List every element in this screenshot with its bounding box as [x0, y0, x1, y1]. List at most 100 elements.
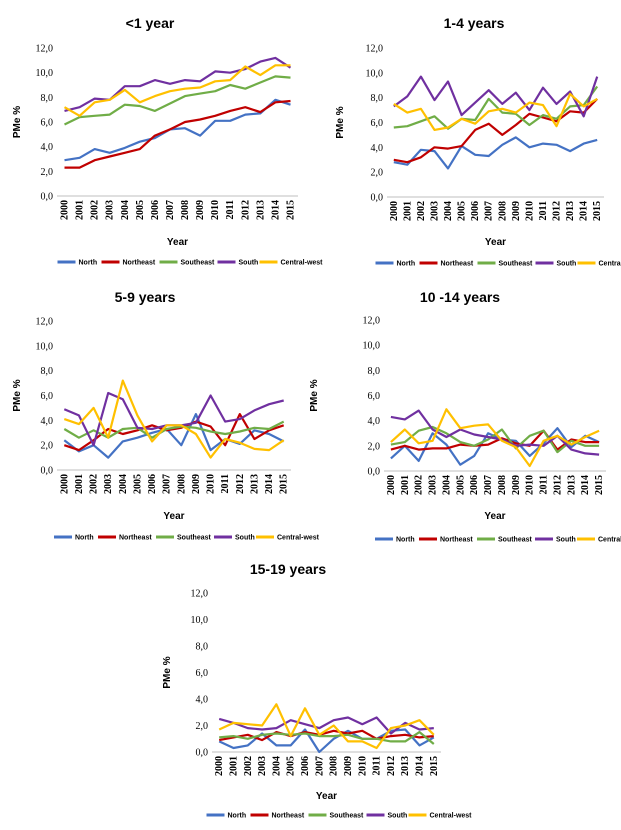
- x-tick-label: 2015: [279, 474, 290, 494]
- y-tick-label: 4,0: [41, 142, 54, 153]
- x-tick-label: 2011: [225, 200, 236, 219]
- y-tick-label: 12,0: [36, 317, 54, 328]
- y-tick-label: 10,0: [36, 341, 54, 352]
- series-line-central-west: [393, 92, 598, 131]
- chart-title: <1 year: [126, 15, 175, 31]
- y-tick-label: 12,0: [366, 44, 384, 55]
- x-tick-label: 2011: [372, 756, 383, 775]
- x-tick-label: 2000: [386, 475, 397, 495]
- y-tick-label: 2,0: [41, 167, 54, 178]
- x-tick-label: 2014: [579, 201, 590, 221]
- x-tick-label: 2003: [428, 475, 439, 495]
- chart-title: 10 -14 years: [420, 289, 500, 305]
- y-tick-label: 10,0: [363, 341, 381, 352]
- x-tick-label: 2007: [484, 201, 495, 221]
- x-tick-label: 2013: [400, 756, 411, 776]
- x-tick-label: 2001: [228, 756, 239, 776]
- x-tick-label: 2015: [594, 475, 605, 495]
- x-tick-label: 2004: [120, 200, 131, 220]
- x-tick-label: 2004: [118, 474, 129, 494]
- x-tick-label: 2007: [314, 756, 325, 776]
- x-tick-label: 2009: [511, 475, 522, 495]
- x-tick-label: 2002: [243, 756, 254, 776]
- x-tick-label: 2014: [264, 474, 275, 494]
- x-tick-label: 2007: [483, 475, 494, 495]
- legend-label: Northeast: [123, 260, 156, 267]
- x-axis-label: Year: [316, 791, 337, 802]
- legend-label: South: [239, 260, 259, 267]
- y-tick-label: 10,0: [191, 615, 209, 626]
- y-axis-label: PMe %: [335, 106, 346, 138]
- x-tick-label: 2005: [132, 474, 143, 494]
- x-tick-label: 2015: [592, 201, 603, 221]
- x-tick-label: 2012: [386, 756, 397, 776]
- legend-label: Southeast: [330, 813, 365, 820]
- x-axis-label: Year: [163, 511, 184, 522]
- legend-label: Southeast: [181, 260, 216, 267]
- y-tick-label: 8,0: [371, 93, 384, 104]
- x-tick-label: 2000: [214, 756, 225, 776]
- y-tick-label: 2,0: [196, 721, 209, 732]
- x-tick-label: 2008: [497, 201, 508, 221]
- legend-label: Central-west: [277, 535, 320, 542]
- x-tick-label: 2005: [286, 756, 297, 776]
- y-tick-label: 0,0: [41, 192, 54, 203]
- x-tick-label: 2006: [300, 756, 311, 776]
- legend-label: North: [397, 261, 416, 268]
- x-tick-label: 2000: [389, 201, 400, 221]
- legend-label: Southeast: [499, 261, 534, 268]
- y-tick-label: 2,0: [41, 441, 54, 452]
- y-tick-label: 6,0: [371, 118, 384, 129]
- legend-label: South: [388, 813, 408, 820]
- x-tick-label: 2010: [525, 475, 536, 495]
- x-tick-label: 2012: [552, 201, 563, 221]
- y-tick-label: 10,0: [366, 68, 384, 79]
- x-tick-label: 2000: [60, 200, 71, 220]
- x-tick-label: 2015: [285, 200, 296, 220]
- x-tick-label: 2013: [249, 474, 260, 494]
- series-line-southeast: [64, 75, 291, 126]
- x-tick-label: 2002: [414, 475, 425, 495]
- series-line-central-west: [390, 408, 600, 468]
- x-tick-label: 2003: [429, 201, 440, 221]
- x-tick-label: 2009: [343, 756, 354, 776]
- y-axis-label: PMe %: [12, 379, 23, 411]
- series-line-central-west: [63, 64, 291, 117]
- x-tick-label: 2011: [220, 474, 231, 493]
- x-tick-label: 2002: [416, 201, 427, 221]
- chart-2: 1-4 years 0,0 2,0 4,0 6,0 8,0 10,0 12,0 2000 2001…: [335, 15, 621, 268]
- legend-label: North: [228, 813, 247, 820]
- series-line-central-west: [218, 703, 435, 750]
- legend-label: Southeast: [498, 537, 533, 544]
- x-tick-label: 2013: [566, 475, 577, 495]
- series-line-south: [218, 716, 434, 735]
- legend-label: North: [396, 537, 415, 544]
- x-tick-label: 2004: [271, 756, 282, 776]
- chart-title: 1-4 years: [444, 15, 505, 31]
- legend-label: North: [79, 260, 98, 267]
- x-tick-label: 2006: [470, 201, 481, 221]
- legend-label: South: [235, 535, 255, 542]
- x-tick-label: 2012: [240, 200, 251, 220]
- x-tick-label: 2006: [469, 475, 480, 495]
- legend-label: Northeast: [441, 261, 474, 268]
- x-tick-label: 2002: [89, 474, 100, 494]
- x-tick-label: 2007: [162, 474, 173, 494]
- chart-3: 5-9 years 0,0 2,0 4,0 6,0 8,0 10,0 12,0 2000 2001…: [12, 289, 320, 542]
- x-tick-label: 2008: [329, 756, 340, 776]
- x-tick-label: 2003: [103, 474, 114, 494]
- legend-label: South: [556, 537, 576, 544]
- x-tick-label: 2011: [538, 201, 549, 220]
- legend-label: Central-west: [281, 260, 324, 267]
- series-line-northeast: [64, 99, 291, 169]
- x-tick-label: 2001: [400, 475, 411, 495]
- legend-label: North: [75, 535, 94, 542]
- y-tick-label: 2,0: [371, 168, 384, 179]
- series-line-north: [218, 728, 435, 754]
- y-tick-label: 6,0: [368, 391, 381, 402]
- legend-label: Central-west: [430, 813, 473, 820]
- x-tick-label: 2009: [511, 201, 522, 221]
- y-tick-label: 6,0: [41, 391, 54, 402]
- x-tick-label: 2009: [195, 200, 206, 220]
